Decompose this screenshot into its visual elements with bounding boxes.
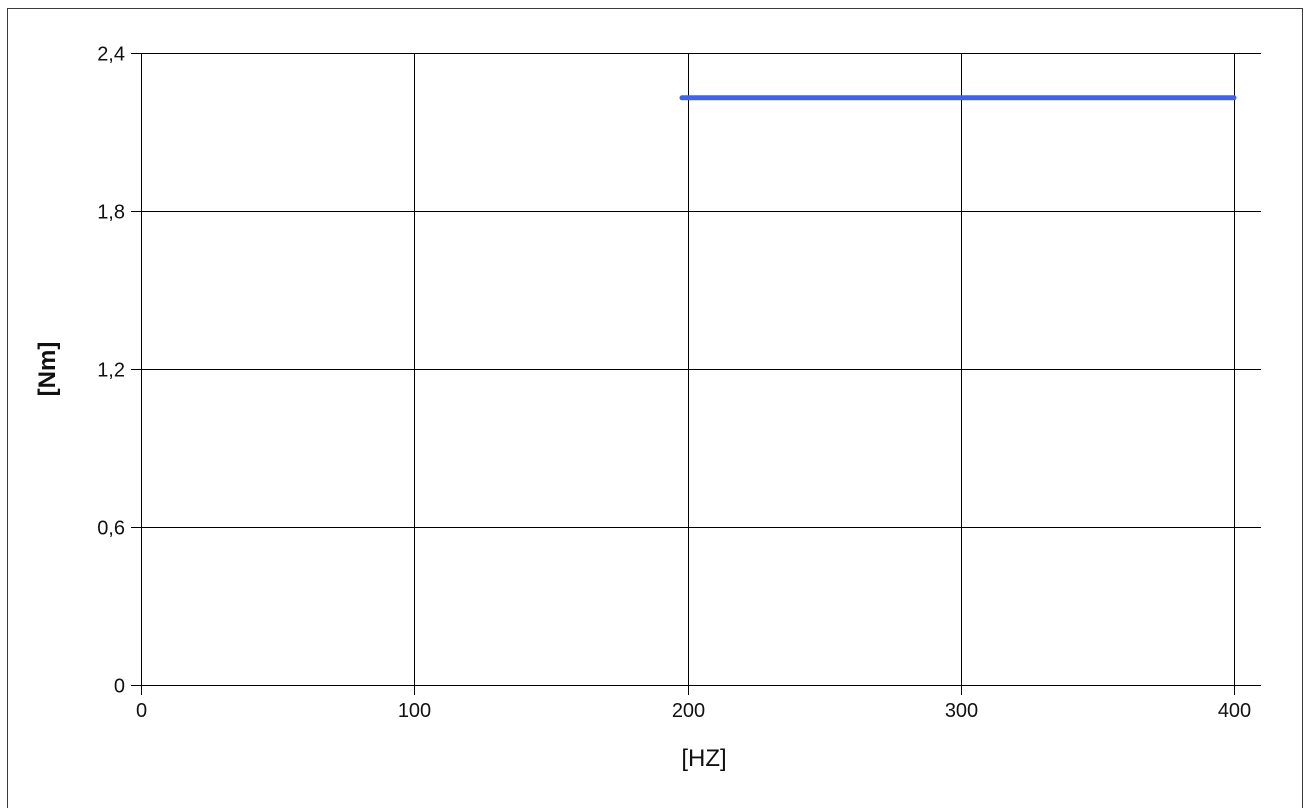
tick-labels: 0 0,6 1,2 1,8 2,4 0 100 200 300 400: [97, 44, 1251, 723]
chart-frame: [7, 8, 1303, 808]
y-tick-label: 1,8: [97, 202, 125, 224]
x-tick-label: 200: [672, 700, 705, 722]
y-tick-label: 1,2: [97, 360, 125, 382]
y-tick-label: 0: [114, 676, 125, 698]
y-tick-label: 0,6: [97, 518, 125, 540]
x-tick-label: 400: [1218, 700, 1251, 722]
x-axis-title: [HZ]: [681, 745, 726, 772]
y-axis-title: [Nm]: [34, 342, 61, 397]
x-tick-label: 300: [945, 700, 978, 722]
x-tick-label: 0: [136, 700, 147, 722]
grid-layer: [141, 53, 1261, 685]
axes-layer: [131, 53, 1261, 695]
x-tick-label: 100: [398, 700, 431, 722]
y-tick-label: 2,4: [97, 44, 125, 66]
